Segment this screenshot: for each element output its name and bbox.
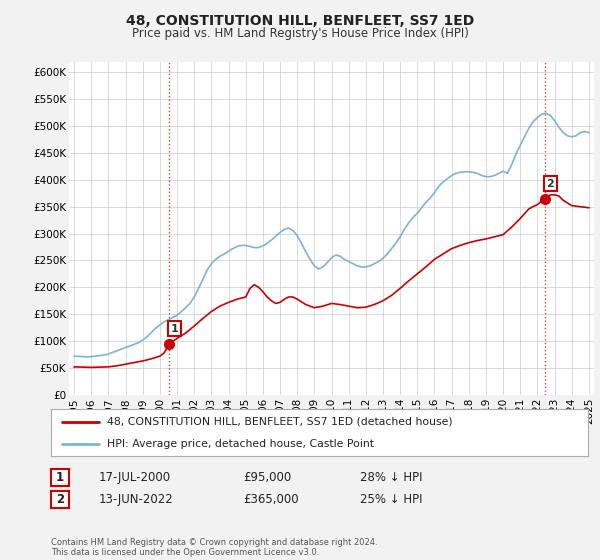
Text: 1: 1 bbox=[170, 324, 178, 334]
Text: 2: 2 bbox=[547, 179, 554, 189]
Text: 25% ↓ HPI: 25% ↓ HPI bbox=[360, 493, 422, 506]
Text: Price paid vs. HM Land Registry's House Price Index (HPI): Price paid vs. HM Land Registry's House … bbox=[131, 27, 469, 40]
Text: 2: 2 bbox=[56, 493, 64, 506]
Text: 1: 1 bbox=[56, 470, 64, 484]
Text: Contains HM Land Registry data © Crown copyright and database right 2024.
This d: Contains HM Land Registry data © Crown c… bbox=[51, 538, 377, 557]
Text: HPI: Average price, detached house, Castle Point: HPI: Average price, detached house, Cast… bbox=[107, 438, 374, 449]
Text: 17-JUL-2000: 17-JUL-2000 bbox=[99, 470, 171, 484]
Text: 48, CONSTITUTION HILL, BENFLEET, SS7 1ED (detached house): 48, CONSTITUTION HILL, BENFLEET, SS7 1ED… bbox=[107, 417, 453, 427]
Text: £95,000: £95,000 bbox=[243, 470, 291, 484]
Text: £365,000: £365,000 bbox=[243, 493, 299, 506]
Text: 48, CONSTITUTION HILL, BENFLEET, SS7 1ED: 48, CONSTITUTION HILL, BENFLEET, SS7 1ED bbox=[126, 14, 474, 28]
Text: 28% ↓ HPI: 28% ↓ HPI bbox=[360, 470, 422, 484]
Text: 13-JUN-2022: 13-JUN-2022 bbox=[99, 493, 174, 506]
